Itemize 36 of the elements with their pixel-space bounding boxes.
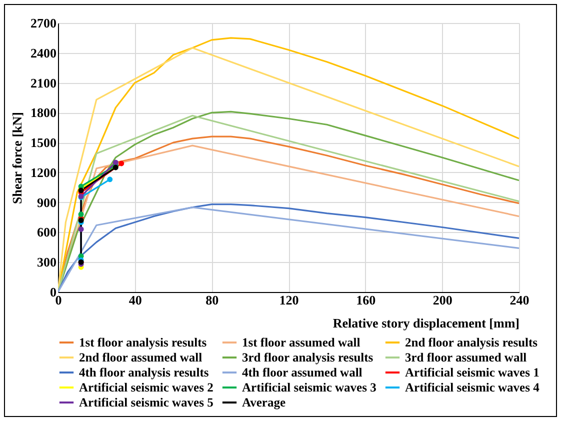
- x-tick-label: 120: [279, 292, 299, 308]
- legend-label: Artificial seismic waves 4: [405, 380, 540, 394]
- legend-label: 3rd floor analysis results: [242, 350, 374, 364]
- legend-label: 4th floor assumed wall: [242, 366, 363, 380]
- y-tick-label: 1200: [30, 164, 56, 180]
- y-axis-title: Shear force [kN]: [10, 112, 24, 204]
- x-tick-label: 240: [510, 292, 530, 308]
- x-tick-label: 80: [206, 292, 219, 308]
- legend-label: Artificial seismic waves 3: [242, 380, 376, 394]
- point: [78, 226, 84, 232]
- y-tick-label: 2100: [30, 75, 56, 90]
- legend-label: Artificial seismic waves 1: [405, 366, 540, 380]
- point: [78, 212, 84, 218]
- y-tick-label: 900: [37, 194, 56, 210]
- x-tick-label: 200: [432, 292, 452, 308]
- legend-label: 3rd floor assumed wall: [405, 350, 528, 364]
- legend-label: Artificial seismic waves 5: [79, 396, 214, 410]
- legend-label: Average: [242, 396, 286, 410]
- x-axis-title: Relative story displacement [mm]: [332, 316, 520, 330]
- legend-label: 2nd floor analysis results: [405, 336, 538, 350]
- y-tick-label: 1800: [30, 105, 56, 120]
- y-tick-label: 1500: [30, 135, 56, 150]
- x-tick-label: 40: [128, 292, 142, 308]
- x-tick-label: 160: [356, 292, 376, 308]
- point: [107, 176, 113, 182]
- legend-label: 4th floor analysis results: [79, 366, 209, 380]
- legend-label: 1st floor assumed wall: [242, 336, 361, 350]
- legend-label: 1st floor analysis results: [79, 336, 207, 350]
- point: [112, 160, 118, 166]
- y-tick-label: 2400: [30, 45, 56, 60]
- point: [118, 160, 124, 166]
- y-tick-label: 600: [37, 224, 56, 240]
- legend-label: Artificial seismic waves 2: [79, 380, 214, 394]
- y-tick-label: 2700: [30, 16, 56, 30]
- legend-label: 2nd floor assumed wall: [79, 350, 203, 364]
- y-tick-label: 300: [37, 254, 56, 270]
